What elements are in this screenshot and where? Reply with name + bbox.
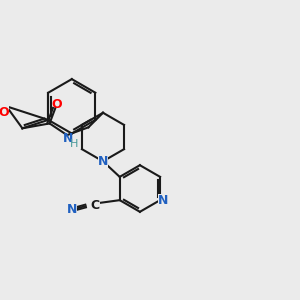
Text: N: N — [67, 203, 77, 216]
Text: O: O — [51, 98, 62, 110]
Text: O: O — [0, 106, 9, 118]
Text: N: N — [63, 133, 73, 146]
Text: N: N — [98, 155, 108, 168]
Text: H: H — [70, 139, 78, 149]
Text: N: N — [158, 194, 168, 207]
Text: C: C — [91, 200, 100, 212]
